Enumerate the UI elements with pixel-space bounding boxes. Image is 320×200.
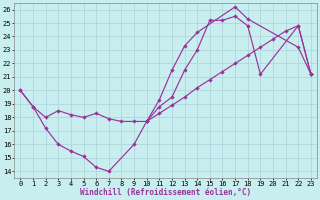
X-axis label: Windchill (Refroidissement éolien,°C): Windchill (Refroidissement éolien,°C) (80, 188, 251, 197)
